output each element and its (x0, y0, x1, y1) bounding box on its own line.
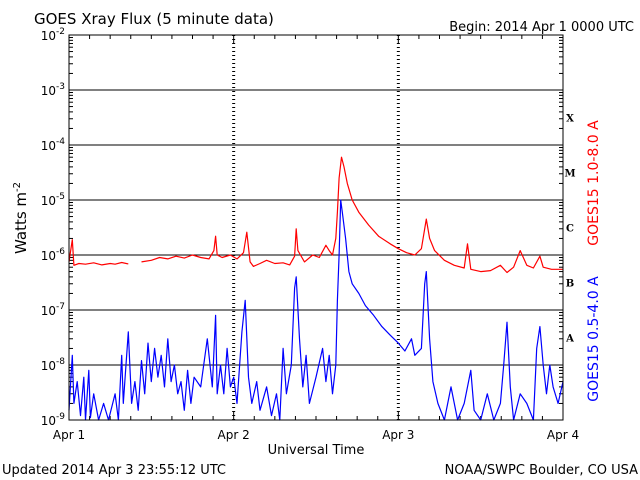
chart-title: GOES Xray Flux (5 minute data) (34, 10, 274, 28)
y-axis-label-exponent: -2 (12, 182, 23, 192)
y-axis-label: Watts m-2 (12, 182, 30, 254)
flare-class-label: B (566, 279, 574, 290)
grid-lines (69, 35, 563, 420)
flare-class-label: X (566, 114, 574, 125)
flare-class-label: M (564, 169, 575, 180)
y-tick-label: 10-2 (41, 27, 65, 43)
x-axis: Apr 1 Apr 2 Apr 3 Apr 4 (53, 35, 579, 442)
y-axis-label-base: Watts m (12, 192, 30, 254)
flare-class-label: A (565, 334, 574, 345)
updated-timestamp: Updated 2014 Apr 3 23:55:12 UTC (2, 463, 226, 478)
legend-long-channel: GOES15 1.0-8.0 A (586, 120, 602, 246)
y-tick-label: 10-9 (41, 412, 66, 428)
flare-class-labels: A B C M X (564, 114, 575, 345)
x-axis-label: Universal Time (268, 443, 365, 458)
legend-short-channel: GOES15 0.5-4.0 A (586, 276, 602, 402)
y-tick-label: 10-3 (41, 82, 65, 98)
y-tick-label: 10-5 (41, 192, 65, 208)
series-lines (68, 156, 564, 421)
begin-time: Begin: 2014 Apr 1 0000 UTC (449, 20, 634, 35)
credit-text: NOAA/SWPC Boulder, CO USA (445, 463, 638, 478)
series-long-channel-line (68, 156, 563, 274)
plot-frame (68, 34, 564, 421)
y-tick-label: 10-7 (41, 302, 65, 318)
x-tick-label: Apr 2 (218, 428, 250, 442)
series-short-channel-line (68, 199, 564, 421)
x-tick-label: Apr 1 (53, 428, 85, 442)
x-tick-label: Apr 4 (547, 428, 579, 442)
y-tick-label: 10-8 (41, 357, 66, 373)
y-tick-label: 10-4 (41, 137, 66, 153)
x-tick-label: Apr 3 (382, 428, 414, 442)
flare-class-label: C (566, 224, 574, 235)
y-tick-label: 10-6 (41, 247, 66, 263)
